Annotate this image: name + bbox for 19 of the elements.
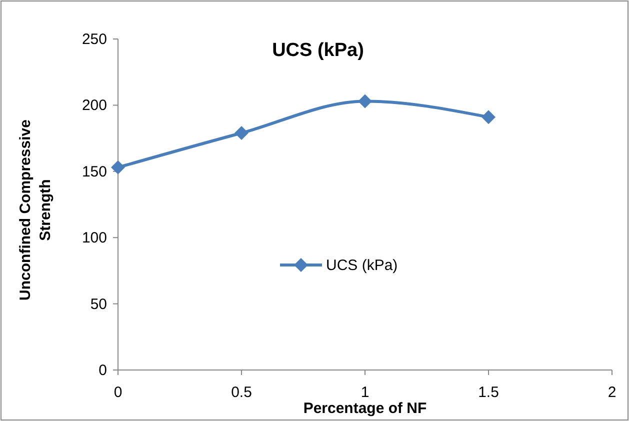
y-tick-label: 250 [82,31,107,48]
x-axis-title: Percentage of NF [303,400,427,417]
y-tick-label: 200 [82,97,107,114]
point [234,126,248,140]
point [111,160,125,174]
y-axis-title: Unconfined Compressive Strength [17,120,54,300]
point [482,110,496,124]
x-tick-label: 0.5 [231,384,252,401]
y-tick-label: 150 [82,163,107,180]
x-tick-label: 2 [608,384,616,401]
chart-title: UCS (kPa) [272,40,364,61]
x-tick-label: 1 [360,384,370,401]
y-tick-label: 50 [90,296,107,313]
y-tick-label: 100 [82,230,107,247]
x-tick-label: 1.5 [478,384,499,401]
point [358,94,372,108]
legend-label: UCS (kPa) [326,257,398,274]
x-tick-label: 0 [114,384,122,401]
y-tick-label: 0 [98,362,107,379]
